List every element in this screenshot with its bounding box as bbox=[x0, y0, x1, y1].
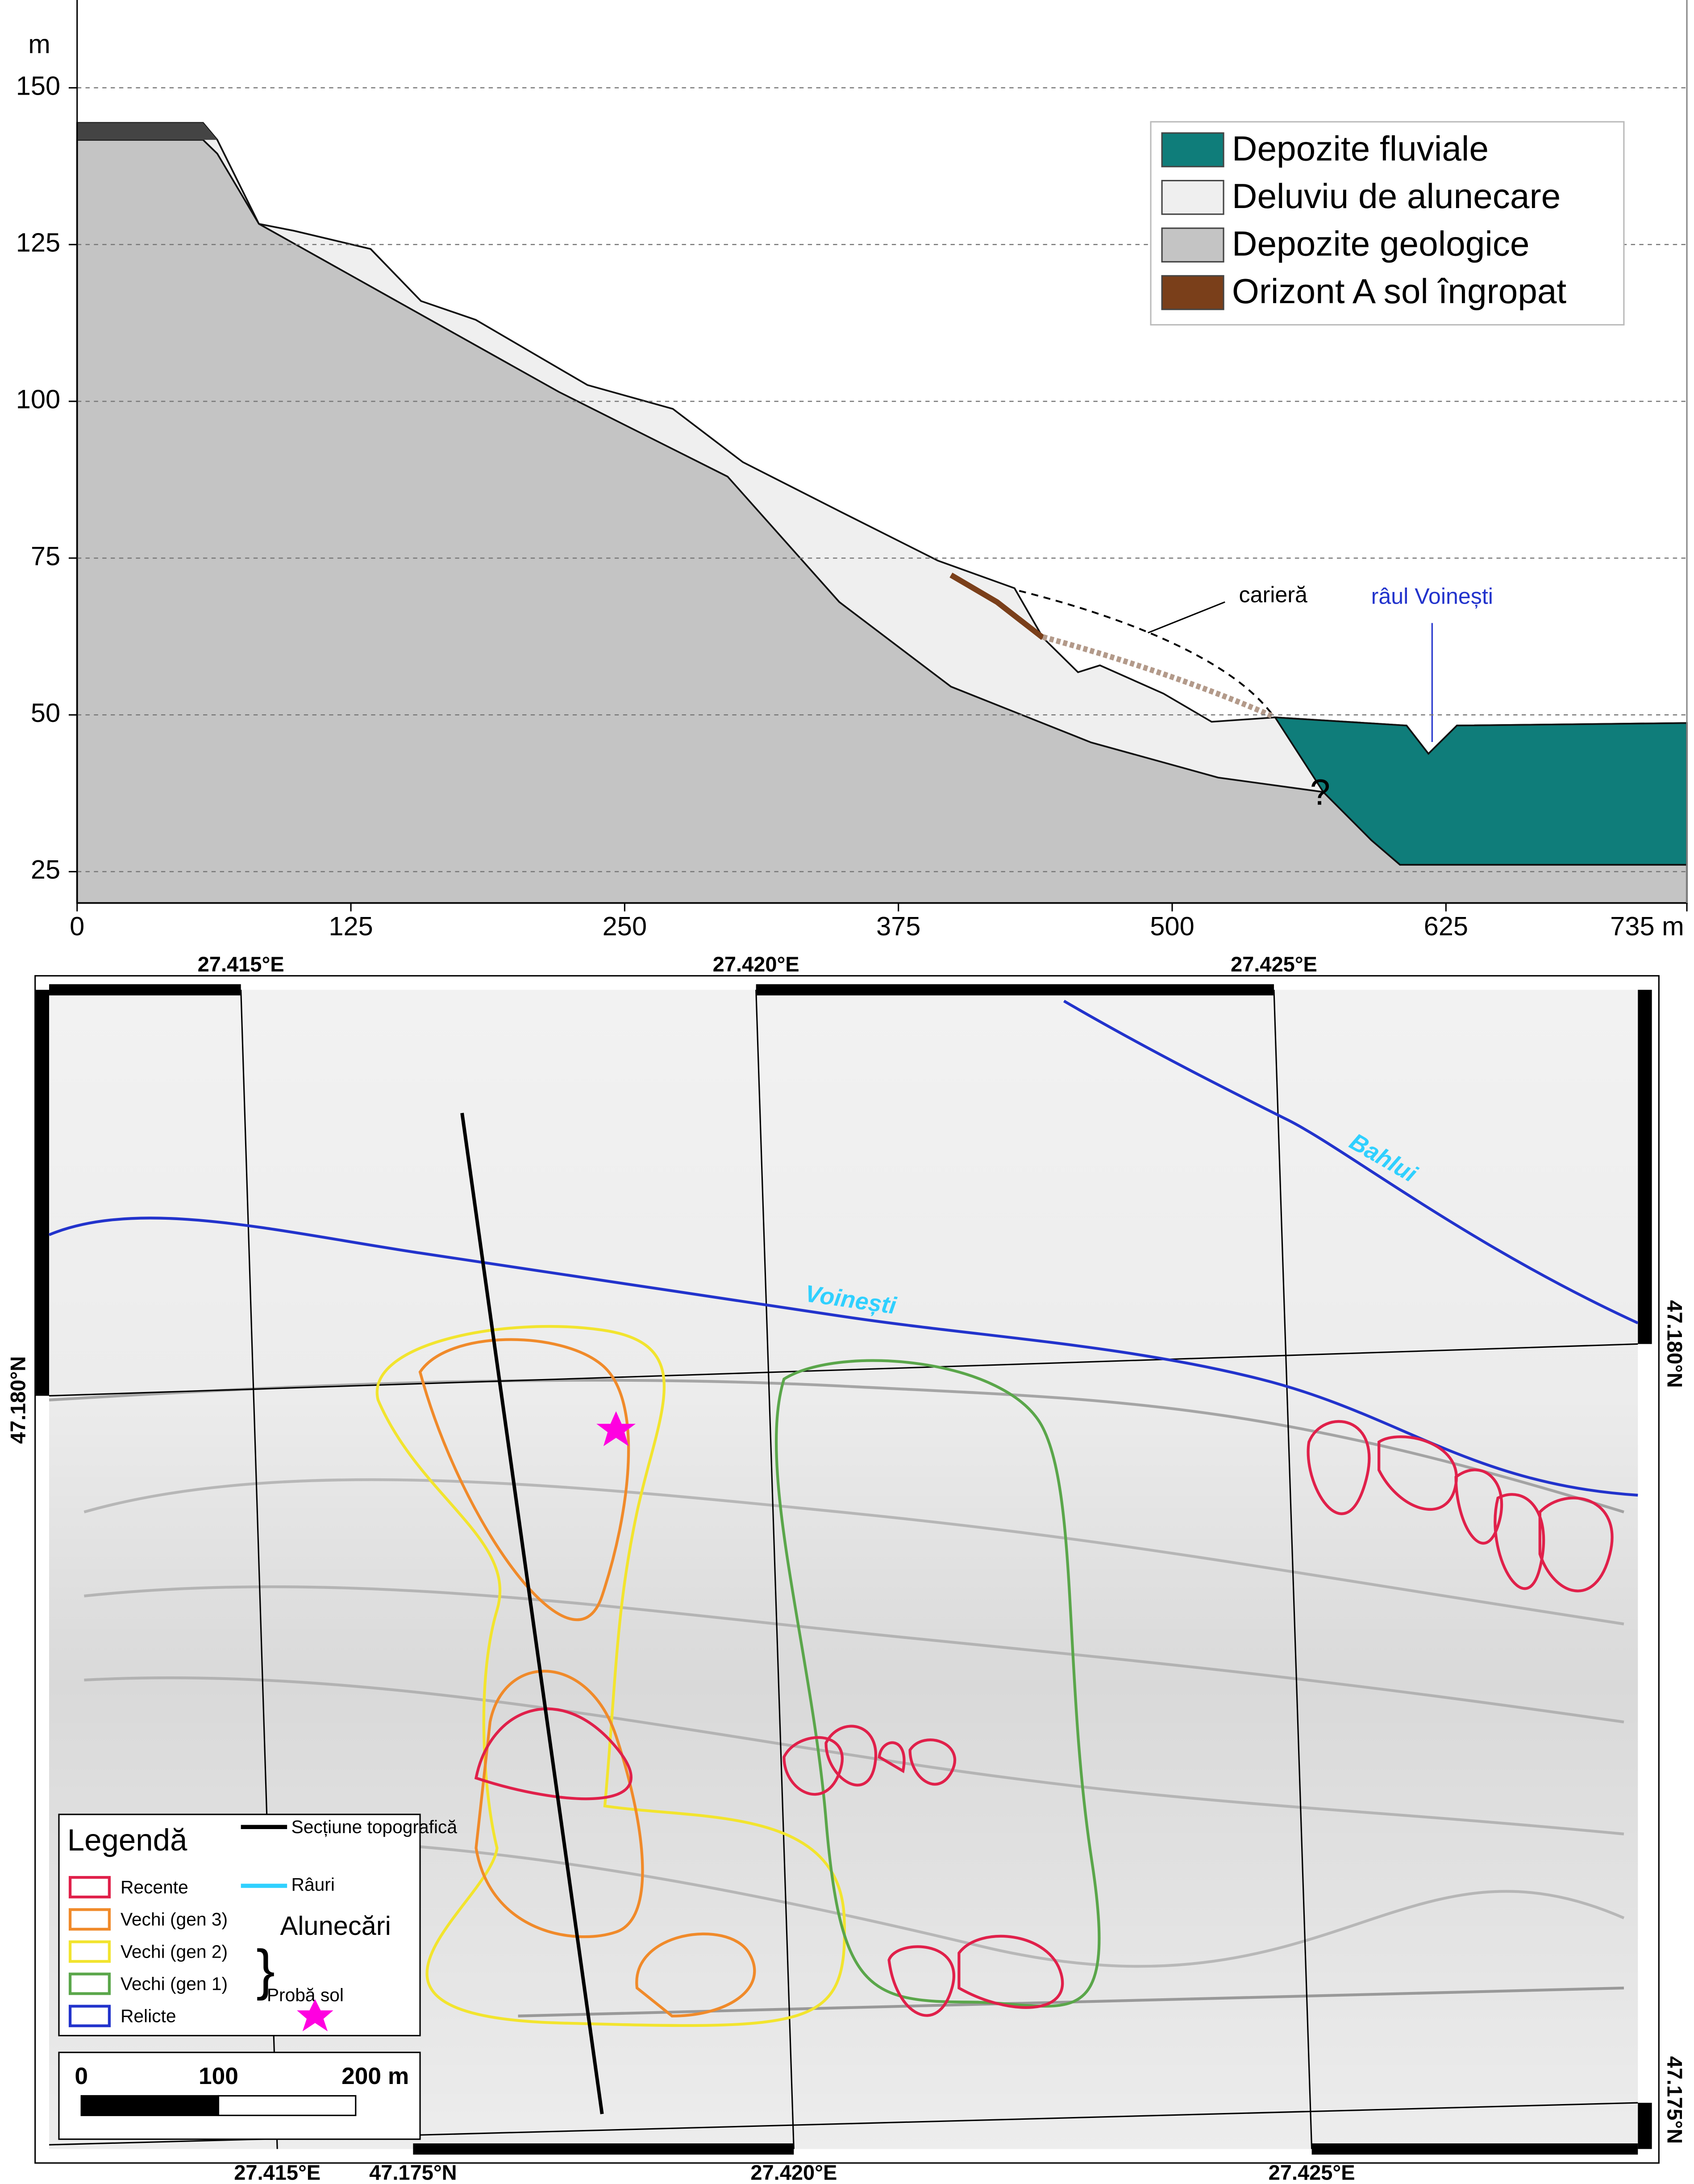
legend-item: Secțiune topografică bbox=[291, 1817, 458, 1837]
river-voinesti bbox=[48, 1217, 1638, 1497]
legend-group: Alunecări bbox=[280, 1911, 391, 1941]
x-tick-label: 125 bbox=[329, 911, 373, 941]
y-tick-label: 25 bbox=[31, 854, 60, 884]
x-tick-label: 625 bbox=[1424, 911, 1468, 941]
annotation: carieră bbox=[1239, 582, 1307, 607]
lon-label: 27.420°E bbox=[750, 2160, 837, 2184]
landslides bbox=[375, 1325, 1614, 2027]
legend-swatch bbox=[1161, 179, 1224, 215]
legend-item: Probă sol bbox=[267, 1985, 344, 2005]
y-tick-label: 125 bbox=[16, 228, 60, 258]
legend-label: Orizont A sol îngropat bbox=[1232, 271, 1567, 311]
lon-label: 27.425°E bbox=[1231, 952, 1317, 976]
legend-item: Relicte bbox=[121, 2006, 176, 2026]
leader bbox=[1148, 601, 1225, 634]
lat-label: 47.175°N bbox=[369, 2160, 457, 2184]
lat-label: 47.180°N bbox=[6, 1356, 30, 1444]
layer-line bbox=[949, 572, 1045, 640]
scale-bar: 0 100 200 m bbox=[58, 2051, 421, 2140]
legend-item: Vechi (gen 2) bbox=[121, 1941, 228, 1962]
scale-label: 100 bbox=[199, 2063, 238, 2089]
cross-section: carieră râul Voinești? 25 50 75 100 125 150 m 0 12… bbox=[0, 0, 1694, 941]
scale-label: 0 bbox=[75, 2063, 88, 2089]
legend-item: Vechi (gen 1) bbox=[121, 1973, 228, 1994]
sample-star bbox=[596, 1411, 636, 1446]
x-tick-label: 735 m bbox=[1610, 911, 1684, 941]
lat-label: 47.175°N bbox=[1663, 2056, 1686, 2144]
annotation: râul Voinești bbox=[1371, 584, 1493, 609]
section-line bbox=[460, 1113, 604, 2114]
legend-swatch bbox=[1161, 227, 1224, 263]
y-tick-label: 150 bbox=[16, 71, 60, 100]
river-bahlui bbox=[1063, 1000, 1639, 1325]
y-tick-label: 100 bbox=[16, 384, 60, 414]
top-cap bbox=[77, 123, 217, 140]
lon-label: 27.415°E bbox=[198, 952, 284, 976]
lon-label: 27.420°E bbox=[713, 952, 799, 976]
map-legend: Legendă Recente Vechi (gen 3) Vechi (gen… bbox=[58, 1813, 458, 2037]
legend-label: Depozite fluviale bbox=[1232, 129, 1489, 168]
map: 27.415°E 27.420°E 27.425°E 27.415°E 47.1… bbox=[6, 952, 1687, 2184]
quarry-fill bbox=[1042, 634, 1275, 720]
y-tick-label: 50 bbox=[31, 698, 60, 728]
legend-item: Vechi (gen 3) bbox=[121, 1909, 228, 1930]
legend-item: Râuri bbox=[291, 1874, 335, 1895]
brace: } bbox=[256, 1938, 275, 2001]
legend-title: Legendă bbox=[67, 1823, 187, 1857]
legend-box bbox=[1150, 121, 1625, 326]
x-tick-label: 250 bbox=[603, 911, 647, 941]
lon-label: 27.425°E bbox=[1269, 2160, 1355, 2184]
legend-box bbox=[58, 1813, 421, 2037]
x-tick-label: 500 bbox=[1150, 911, 1194, 941]
legend-swatch bbox=[1161, 132, 1224, 167]
x-tick-label: 375 bbox=[876, 911, 920, 941]
lon-label: 27.415°E bbox=[234, 2160, 320, 2184]
legend-label: Deluviu de alunecare bbox=[1232, 176, 1561, 216]
lat-label: 47.180°N bbox=[1663, 1300, 1686, 1388]
scale-label: 200 m bbox=[341, 2063, 409, 2089]
y-unit: m bbox=[28, 29, 50, 59]
legend-label: Depozite geologice bbox=[1232, 224, 1530, 263]
x-tick-label: 0 bbox=[70, 911, 84, 941]
quarry-outline bbox=[1019, 590, 1275, 717]
annotation: ? bbox=[1310, 772, 1330, 813]
y-tick-label: 75 bbox=[31, 541, 60, 571]
frame-bars bbox=[35, 984, 1652, 2155]
legend-item: Recente bbox=[121, 1877, 188, 1897]
legend-swatch bbox=[1161, 275, 1224, 310]
